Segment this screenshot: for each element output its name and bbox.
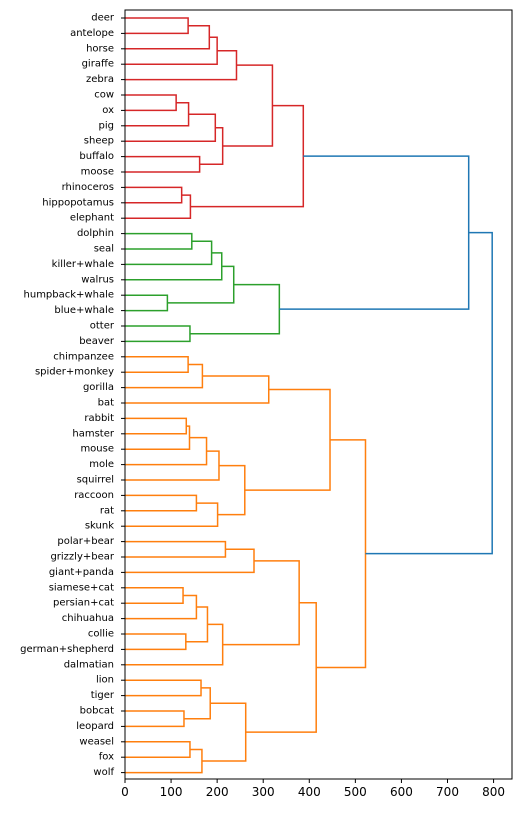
leaf-label-german+shepherd: german+shepherd — [20, 644, 114, 655]
x-tick-label: 200 — [206, 785, 229, 799]
dendrogram-link-m5 — [125, 94, 177, 112]
x-tick-label: 100 — [160, 785, 183, 799]
leaf-label-skunk: skunk — [85, 521, 114, 532]
leaf-label-chimpanzee: chimpanzee — [53, 351, 114, 362]
leaf-label-tiger: tiger — [91, 690, 115, 701]
dendrogram-link-m9 — [199, 126, 224, 166]
x-tick-label: 600 — [390, 785, 413, 799]
leaf-label-weasel: weasel — [79, 736, 114, 747]
dendrogram-link-m37 — [125, 633, 187, 651]
dendrogram-link-m12 — [125, 194, 192, 219]
leaf-label-mouse: mouse — [80, 444, 114, 455]
leaf-label-rabbit: rabbit — [84, 413, 114, 424]
x-tick-label: 500 — [344, 785, 367, 799]
dendrogram-link-m47 — [245, 601, 317, 733]
leaf-label-otter: otter — [90, 321, 115, 332]
leaf-label-dolphin: dolphin — [77, 228, 114, 239]
leaf-label-giant+panda: giant+panda — [49, 567, 114, 578]
leaf-label-grizzly+bear: grizzly+bear — [50, 552, 114, 563]
dendrogram-link-m42 — [125, 710, 185, 728]
leaf-label-bat: bat — [98, 398, 114, 409]
x-tick-label: 300 — [252, 785, 275, 799]
leaf-label-seal: seal — [94, 244, 114, 255]
leaf-label-hippopotamus: hippopotamus — [42, 197, 114, 208]
leaf-label-gorilla: gorilla — [83, 382, 114, 393]
leaf-label-mole: mole — [89, 459, 114, 470]
leaf-label-fox: fox — [99, 752, 114, 763]
x-tick-label: 700 — [436, 785, 459, 799]
leaf-label-spider+monkey: spider+monkey — [35, 367, 114, 378]
leaf-label-zebra: zebra — [86, 74, 114, 85]
leaf-label-persian+cat: persian+cat — [53, 598, 114, 609]
leaf-label-wolf: wolf — [93, 767, 114, 778]
plot-background — [125, 10, 512, 779]
leaf-label-lion: lion — [96, 675, 114, 686]
leaf-label-siamese+cat: siamese+cat — [49, 582, 114, 593]
leaf-label-rat: rat — [100, 505, 114, 516]
leaf-label-squirrel: squirrel — [77, 475, 114, 486]
leaf-label-raccoon: raccoon — [74, 490, 114, 501]
leaf-label-hamster: hamster — [72, 428, 114, 439]
leaf-label-polar+bear: polar+bear — [57, 536, 114, 547]
dendrogram-links — [125, 17, 493, 774]
leaf-label-blue+whale: blue+whale — [54, 305, 114, 316]
leaf-label-horse: horse — [86, 43, 114, 54]
dendrogram-link-m15 — [125, 240, 213, 266]
leaf-label-leopard: leopard — [76, 721, 114, 732]
leaf-label-cow: cow — [94, 90, 114, 101]
leaf-label-giraffe: giraffe — [82, 59, 114, 70]
leaf-label-walrus: walrus — [81, 274, 114, 285]
dendrogram-link-m13 — [190, 104, 305, 208]
x-tick-label: 800 — [482, 785, 505, 799]
leaf-label-collie: collie — [88, 629, 114, 640]
x-tick-label: 0 — [121, 785, 129, 799]
x-axis: 0 100 200 300 400 500 600 700 800 — [121, 779, 505, 799]
leaf-label-rhinoceros: rhinoceros — [62, 182, 114, 193]
leaf-label-sheep: sheep — [84, 136, 114, 147]
leaf-label-buffalo: buffalo — [79, 151, 114, 162]
leaf-label-elephant: elephant — [70, 213, 114, 224]
leaf-label-deer: deer — [91, 13, 115, 24]
leaf-label-bobcat: bobcat — [80, 706, 114, 717]
dendrogram-link-m45 — [125, 748, 203, 774]
dendrogram-link-m49 — [365, 231, 493, 555]
leaf-label-dalmatian: dalmatian — [64, 659, 114, 670]
leaf-label-chihuahua: chihuahua — [62, 613, 114, 624]
dendrogram-link-m43 — [183, 687, 211, 720]
x-tick-label: 400 — [298, 785, 321, 799]
leaf-label-moose: moose — [81, 167, 114, 178]
leaf-label-ox: ox — [102, 105, 114, 116]
dendrogram-link-m46 — [201, 702, 247, 762]
leaf-label-killer+whale: killer+whale — [52, 259, 114, 270]
dendrogram-link-m20 — [189, 283, 281, 335]
plot-frame — [124, 9, 513, 780]
dendrogram-link-m39 — [125, 623, 224, 666]
leaf-label-humpback+whale: humpback+whale — [24, 290, 114, 301]
leaf-labels: deer antelope horse giraffe zebra cow ox pig she… — [20, 13, 125, 778]
dendrogram-link-m27 — [125, 436, 208, 466]
leaf-label-beaver: beaver — [79, 336, 115, 347]
leaf-label-antelope: antelope — [70, 28, 114, 39]
leaf-label-pig: pig — [99, 120, 114, 131]
